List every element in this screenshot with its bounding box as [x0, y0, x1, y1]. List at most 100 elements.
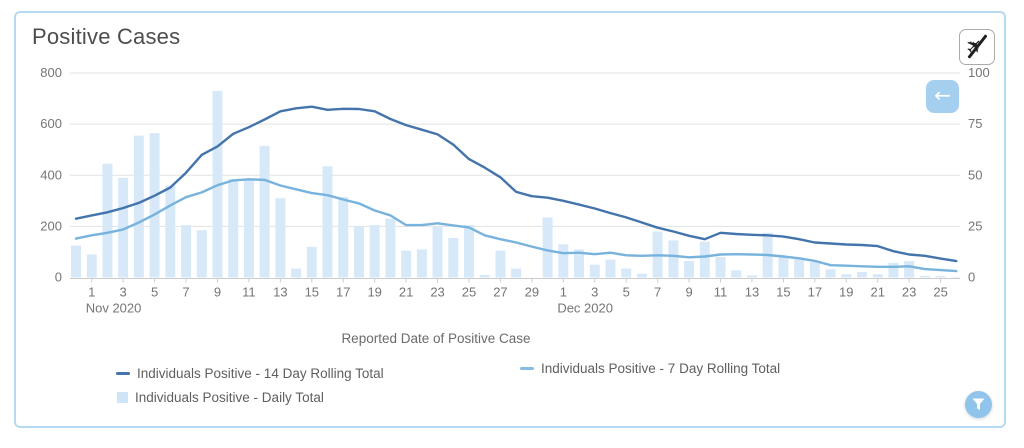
daily-total-bar[interactable]	[935, 275, 946, 278]
x-axis-tick-label: 17	[336, 285, 350, 300]
daily-total-bar[interactable]	[118, 177, 129, 278]
daily-total-bar[interactable]	[401, 250, 412, 278]
plane-slash-icon: ✈	[960, 30, 994, 64]
line-14-day-rolling[interactable]	[74, 105, 958, 263]
daily-total-bar[interactable]	[165, 185, 176, 278]
right-axis-tick-label: 0	[968, 270, 975, 285]
x-axis-tick-label: 3	[591, 285, 598, 300]
legend-item-daily-total[interactable]: Individuals Positive - Daily Total	[116, 390, 324, 405]
daily-total-bar[interactable]	[872, 274, 883, 278]
daily-total-bar[interactable]	[825, 269, 836, 278]
daily-total-bar[interactable]	[857, 271, 867, 278]
daily-total-bar[interactable]	[794, 257, 805, 278]
daily-total-bar[interactable]	[904, 261, 915, 278]
left-axis-tick-label: 0	[55, 270, 62, 285]
daily-total-bar[interactable]	[369, 225, 380, 278]
daily-total-bar[interactable]	[353, 226, 364, 278]
daily-total-bar[interactable]	[479, 274, 490, 278]
daily-total-bar[interactable]	[699, 241, 710, 278]
month-label: Nov 2020	[86, 301, 142, 316]
daily-total-bar[interactable]	[715, 257, 726, 278]
daily-total-bar[interactable]	[228, 179, 239, 278]
x-axis-tick-label: 3	[120, 285, 127, 300]
daily-total-bar[interactable]	[338, 196, 349, 278]
chart-legend: Individuals Positive - 14 Day Rolling To…	[116, 361, 876, 409]
x-axis-tick-label: 9	[685, 285, 692, 300]
x-axis-tick-label: 7	[182, 285, 189, 300]
x-axis-tick-label: 5	[151, 285, 158, 300]
daily-total-bar[interactable]	[731, 270, 742, 278]
x-axis-tick-label: 23	[902, 285, 916, 300]
daily-total-bar[interactable]	[322, 166, 333, 278]
x-axis-tick-label: 19	[367, 285, 381, 300]
x-axis-tick-label: 1	[88, 285, 95, 300]
daily-total-bar[interactable]	[448, 237, 459, 278]
x-axis-tick-label: 13	[273, 285, 287, 300]
daily-total-bar[interactable]	[464, 225, 474, 278]
left-arrow-icon: ←	[934, 83, 951, 107]
daily-total-bar[interactable]	[416, 249, 427, 278]
x-axis-title: Reported Date of Positive Case	[341, 331, 531, 346]
daily-total-bar[interactable]	[621, 268, 632, 278]
daily-total-bar[interactable]	[605, 259, 616, 278]
daily-total-bar[interactable]	[243, 179, 254, 278]
daily-total-bar[interactable]	[385, 218, 396, 278]
daily-total-bar[interactable]	[589, 264, 600, 278]
daily-total-bar[interactable]	[196, 230, 207, 278]
x-axis-tick-label: 23	[430, 285, 444, 300]
legend-label: Individuals Positive - 14 Day Rolling To…	[137, 365, 384, 381]
legend-label: Individuals Positive - 7 Day Rolling Tot…	[541, 361, 781, 376]
x-axis-tick-label: 21	[870, 285, 884, 300]
daily-total-bar[interactable]	[181, 225, 192, 278]
x-axis-tick-label: 15	[776, 285, 790, 300]
filter-button[interactable]	[965, 391, 992, 418]
daily-total-bar[interactable]	[275, 198, 286, 278]
daily-total-bar[interactable]	[71, 245, 81, 278]
daily-total-bar[interactable]	[495, 250, 506, 278]
legend-item-7-day-rolling[interactable]: Individuals Positive - 7 Day Rolling Tot…	[520, 361, 780, 376]
legend-label: Individuals Positive - Daily Total	[135, 389, 324, 405]
daily-total-bar[interactable]	[133, 135, 144, 278]
export-menu-button[interactable]: ✈	[959, 29, 995, 65]
x-axis-tick-label: 15	[305, 285, 319, 300]
daily-total-bar[interactable]	[102, 163, 113, 278]
x-axis-tick-label: 19	[839, 285, 853, 300]
daily-total-bar[interactable]	[511, 268, 522, 278]
daily-total-bar[interactable]	[746, 275, 757, 278]
daily-total-bar[interactable]	[291, 268, 302, 278]
daily-total-bar[interactable]	[809, 262, 820, 278]
daily-total-bar[interactable]	[778, 257, 789, 278]
daily-total-bar[interactable]	[919, 275, 930, 278]
left-axis-tick-label: 800	[40, 65, 62, 80]
x-axis-tick-label: 11	[714, 285, 728, 300]
daily-total-bar[interactable]	[951, 276, 962, 278]
x-axis-tick-label: 25	[933, 285, 947, 300]
positive-cases-card: Positive Cases 0 0 200 25 400 50 600 75 800 100 1 3…	[14, 11, 1006, 428]
left-axis-tick-label: 200	[40, 218, 62, 233]
x-axis-tick-label: 11	[242, 285, 256, 300]
daily-total-bar[interactable]	[542, 217, 553, 278]
x-axis-tick-label: 17	[808, 285, 822, 300]
daily-total-bar[interactable]	[668, 240, 679, 278]
daily-total-bar[interactable]	[574, 249, 585, 278]
x-axis-tick-label: 21	[399, 285, 413, 300]
daily-total-bar[interactable]	[636, 273, 647, 278]
daily-total-bar[interactable]	[841, 274, 852, 278]
daily-total-bar[interactable]	[86, 254, 97, 278]
daily-total-bar[interactable]	[259, 145, 270, 278]
legend-item-14-day-rolling[interactable]: Individuals Positive - 14 Day Rolling To…	[116, 366, 384, 381]
daily-total-bar[interactable]	[558, 244, 569, 278]
x-axis-tick-label: 9	[214, 285, 221, 300]
scroll-left-button[interactable]: ←	[926, 80, 959, 113]
daily-total-bar[interactable]	[888, 262, 899, 278]
legend-square-marker-daily	[117, 391, 128, 403]
daily-total-bar[interactable]	[306, 246, 317, 278]
page-title: Positive Cases	[32, 24, 181, 49]
left-axis-tick-label: 400	[40, 167, 62, 182]
daily-total-bar[interactable]	[684, 260, 695, 278]
x-axis-tick-label: 1	[560, 285, 567, 300]
daily-total-bar[interactable]	[149, 133, 160, 278]
daily-total-bar[interactable]	[432, 226, 443, 278]
line-7-day-rolling[interactable]	[74, 178, 958, 273]
